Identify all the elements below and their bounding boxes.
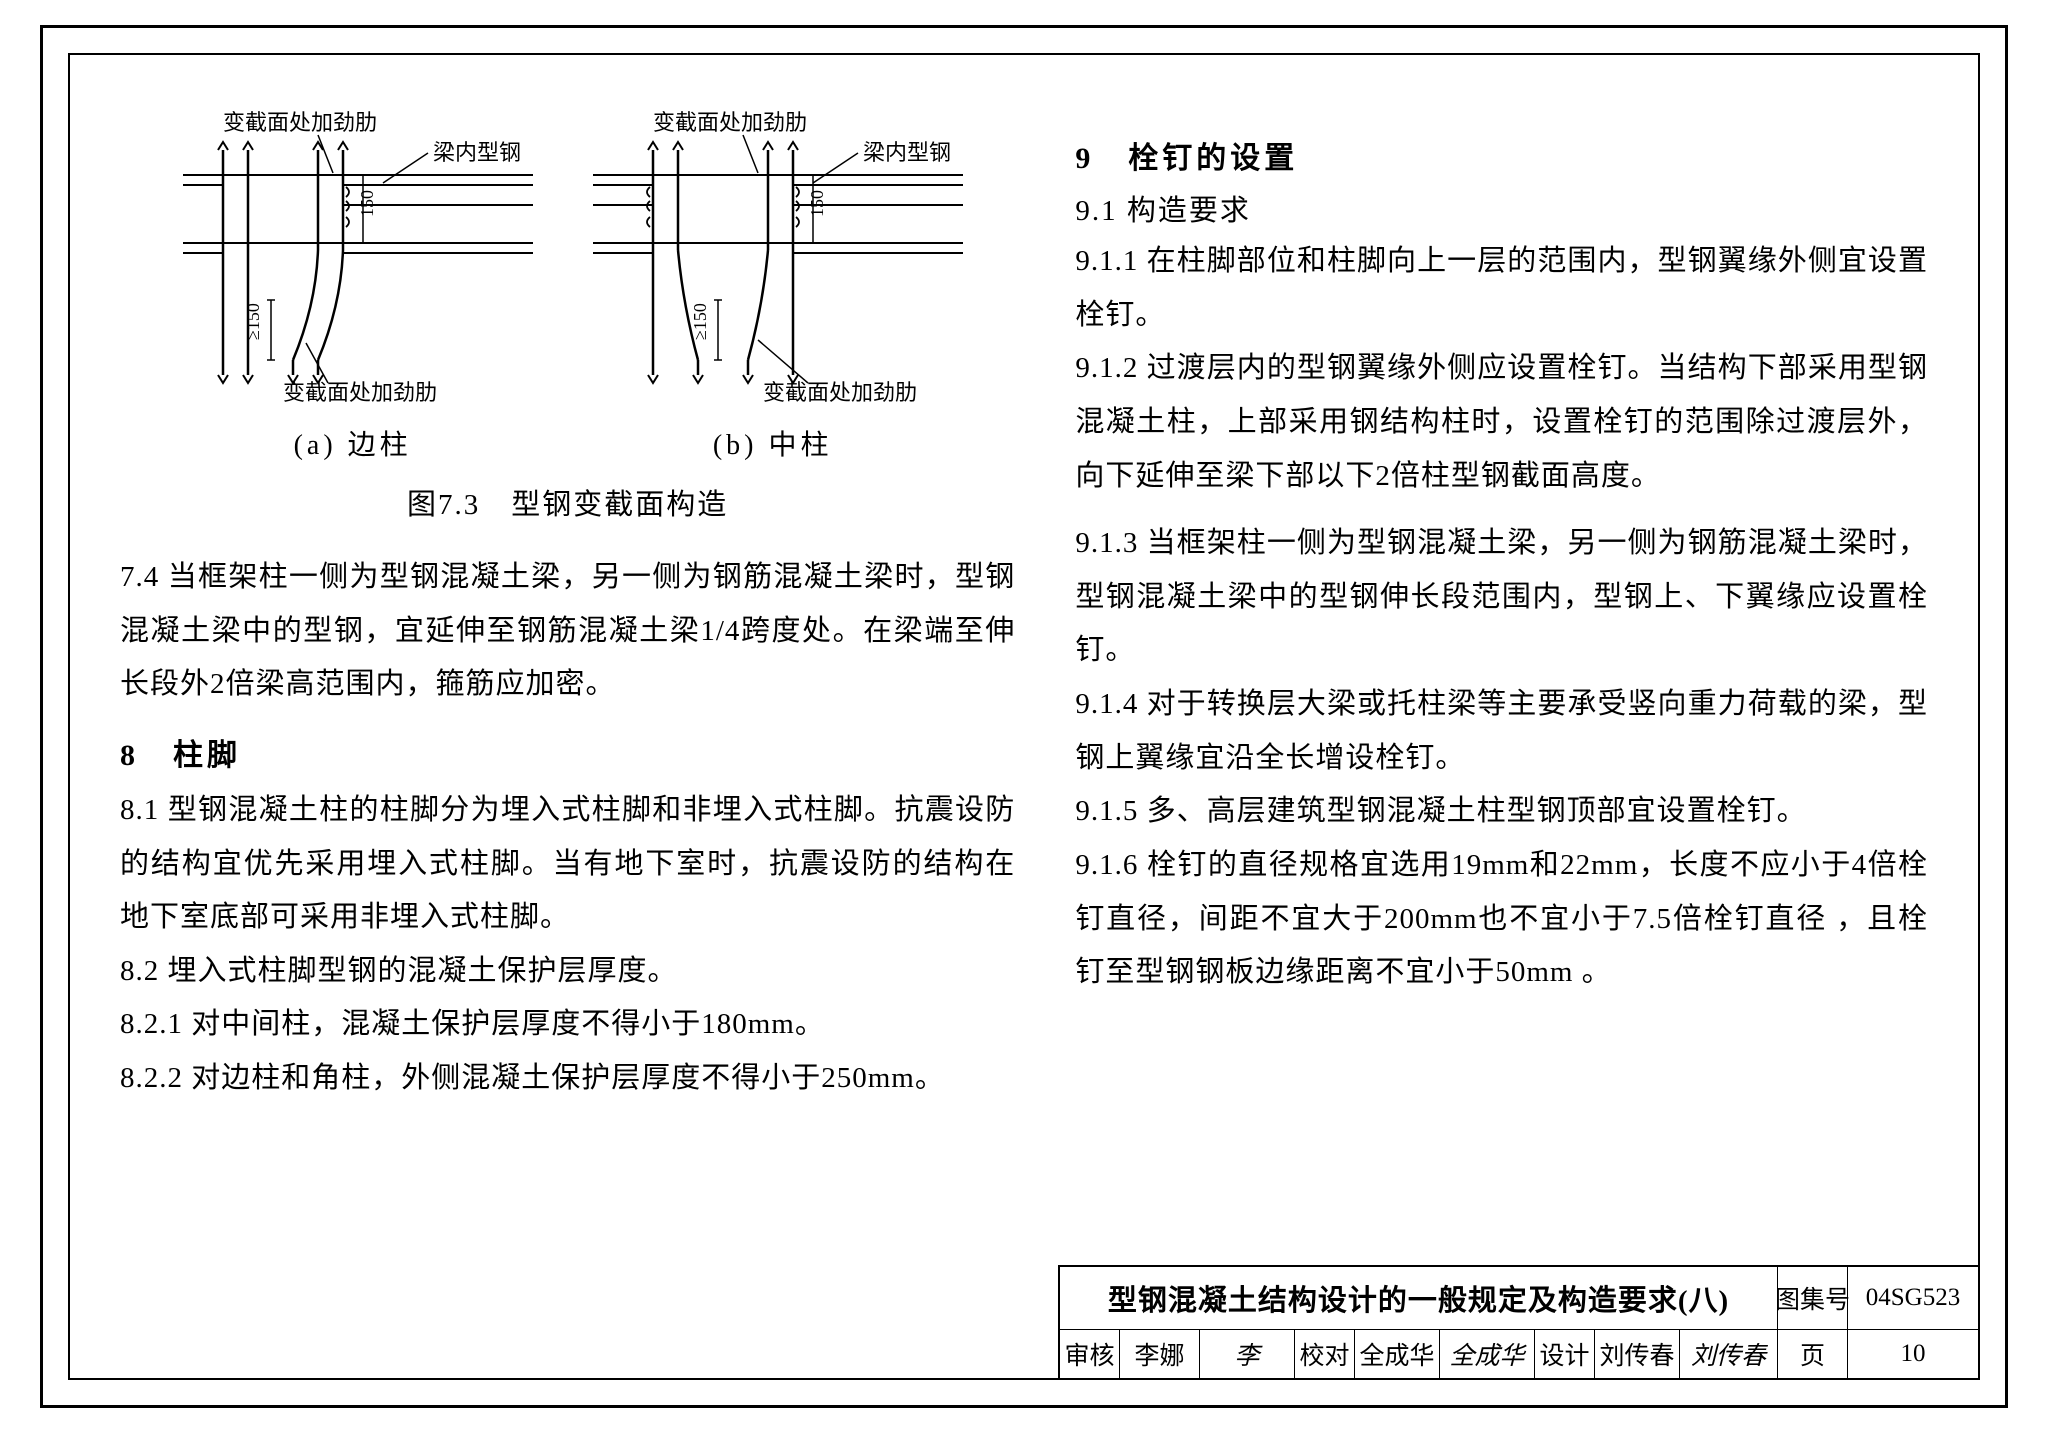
heading-9: 9 栓钉的设置 (1075, 133, 1928, 177)
label-stiffener-top: 变截面处加劲肋 (223, 110, 377, 135)
subfig-b: 变截面处加劲肋 梁内型钢 变截面处加劲肋 (573, 105, 973, 463)
subcap-b: (b) 中柱 (573, 423, 973, 463)
drawing-title: 型钢混凝土结构设计的一般规定及构造要求(八) (1060, 1267, 1778, 1329)
title-block: 型钢混凝土结构设计的一般规定及构造要求(八) 图集号 04SG523 审核 李娜… (1058, 1265, 1978, 1378)
label-stiffener-top-b: 变截面处加劲肋 (653, 110, 807, 135)
page-inner-frame: 变截面处加劲肋 梁内型钢 变截面处加劲肋 (68, 53, 1980, 1380)
check-sign: 全成华 (1440, 1329, 1535, 1378)
check-label: 校对 (1295, 1329, 1355, 1378)
design-name: 刘传春 (1595, 1329, 1680, 1378)
review-label: 审核 (1060, 1329, 1120, 1378)
right-column: 9 栓钉的设置 9.1 构造要求 9.1.1 在柱脚部位和柱脚向上一层的范围内，… (1075, 105, 1928, 1106)
para-9-1-1: 9.1.1 在柱脚部位和柱脚向上一层的范围内，型钢翼缘外侧宜设置栓钉。 (1075, 235, 1928, 342)
subcap-a: (a) 边柱 (163, 423, 543, 463)
label-stiffener-bot-b: 变截面处加劲肋 (763, 380, 917, 405)
review-sign: 李 (1200, 1329, 1295, 1378)
dim-150-bot: ≥150 (243, 303, 263, 340)
page-label: 页 (1778, 1329, 1848, 1378)
para-9-1-5: 9.1.5 多、高层建筑型钢混凝土柱型钢顶部宜设置栓钉。 (1075, 785, 1928, 839)
review-name: 李娜 (1120, 1329, 1200, 1378)
subfig-a: 变截面处加劲肋 梁内型钢 变截面处加劲肋 (163, 105, 543, 463)
diagram-a: 变截面处加劲肋 梁内型钢 变截面处加劲肋 (163, 105, 543, 415)
para-9-1-2: 9.1.2 过渡层内的型钢翼缘外侧应设置栓钉。当结构下部采用型钢混凝土柱，上部采… (1075, 342, 1928, 503)
atlas-no-label: 图集号 (1778, 1267, 1848, 1329)
page-no: 10 (1848, 1329, 1978, 1378)
dim-150-bot-b: ≥150 (690, 303, 710, 340)
para-8-2-1: 8.2.1 对中间柱，混凝土保护层厚度不得小于180mm。 (120, 998, 1015, 1052)
figure-caption: 图7.3 型钢变截面构造 (120, 481, 1015, 523)
para-9-1-4: 9.1.4 对于转换层大梁或托柱梁等主要承受竖向重力荷载的梁，型钢上翼缘宜沿全长… (1075, 678, 1928, 785)
dim-150-top-b: 150 (807, 190, 827, 217)
design-sign: 刘传春 (1680, 1329, 1778, 1378)
left-column: 变截面处加劲肋 梁内型钢 变截面处加劲肋 (120, 105, 1015, 1106)
para-9-1-6: 9.1.6 栓钉的直径规格宜选用19mm和22mm，长度不应小于4倍栓钉直径，间… (1075, 839, 1928, 1000)
para-8-1: 8.1 型钢混凝土柱的柱脚分为埋入式柱脚和非埋入式柱脚。抗震设防的结构宜优先采用… (120, 784, 1015, 945)
page-outer-frame: 变截面处加劲肋 梁内型钢 变截面处加劲肋 (40, 25, 2008, 1408)
atlas-no-value: 04SG523 (1848, 1267, 1978, 1329)
para-8-2-2: 8.2.2 对边柱和角柱，外侧混凝土保护层厚度不得小于250mm。 (120, 1052, 1015, 1106)
label-stiffener-bot: 变截面处加劲肋 (283, 380, 437, 405)
label-beam-steel-b: 梁内型钢 (863, 140, 951, 165)
design-label: 设计 (1535, 1329, 1595, 1378)
para-9-1: 9.1 构造要求 (1075, 187, 1928, 229)
diagram-b: 变截面处加劲肋 梁内型钢 变截面处加劲肋 (573, 105, 973, 415)
para-9-1-3: 9.1.3 当框架柱一侧为型钢混凝土梁，另一侧为钢筋混凝土梁时，型钢混凝土梁中的… (1075, 517, 1928, 678)
figure-7-3: 变截面处加劲肋 梁内型钢 变截面处加劲肋 (120, 105, 1015, 463)
para-8-2: 8.2 埋入式柱脚型钢的混凝土保护层厚度。 (120, 945, 1015, 999)
heading-8: 8 柱脚 (120, 730, 1015, 774)
para-7-4: 7.4 当框架柱一侧为型钢混凝土梁，另一侧为钢筋混凝土梁时，型钢混凝土梁中的型钢… (120, 551, 1015, 712)
label-beam-steel: 梁内型钢 (433, 140, 521, 165)
dim-150-top: 150 (357, 190, 377, 217)
check-name: 全成华 (1355, 1329, 1440, 1378)
content-columns: 变截面处加劲肋 梁内型钢 变截面处加劲肋 (120, 105, 1928, 1106)
